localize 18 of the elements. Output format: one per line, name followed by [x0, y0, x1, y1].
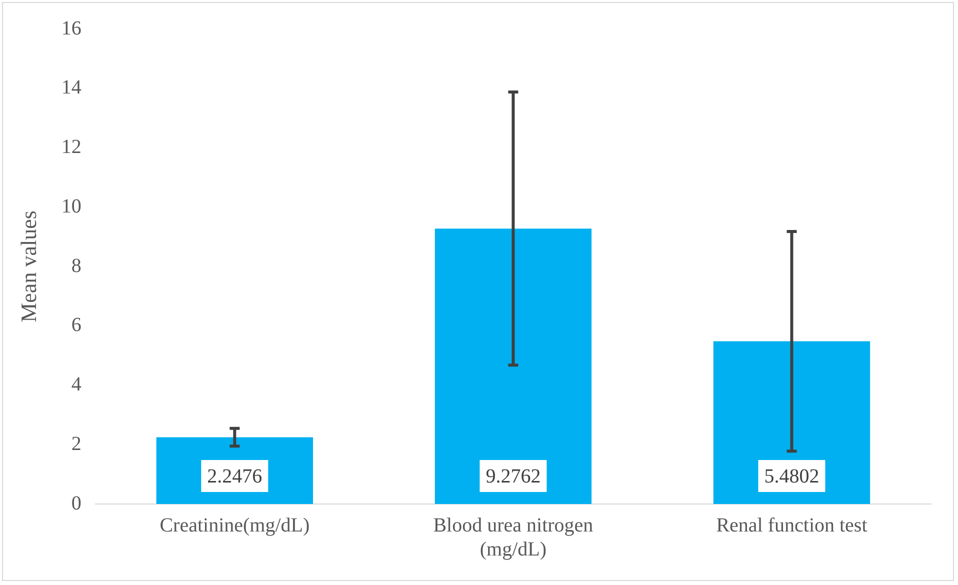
- y-tick-label: 16: [61, 17, 82, 40]
- y-tick-label: 12: [61, 136, 82, 158]
- y-tick-label: 4: [71, 374, 82, 396]
- data-label: 5.4802: [764, 465, 820, 488]
- x-tick-label: Blood urea nitrogen (mg/dL): [433, 514, 594, 560]
- y-tick-label: 2: [71, 432, 82, 455]
- y-tick-label: 10: [61, 195, 82, 218]
- x-tick-label: Creatinine(mg/dL): [160, 514, 310, 536]
- data-label: 9.2762: [486, 465, 541, 488]
- y-tick-label: 8: [71, 254, 82, 277]
- y-tick-label: 0: [71, 492, 82, 514]
- bar: [713, 341, 870, 504]
- data-label: 2.2476: [207, 465, 262, 488]
- x-tick-label: Renal function test: [716, 514, 868, 536]
- y-tick-label: 14: [61, 76, 82, 99]
- y-tick-label: 6: [71, 314, 82, 336]
- bar: [434, 228, 592, 504]
- y-axis-title: Mean values: [16, 210, 41, 322]
